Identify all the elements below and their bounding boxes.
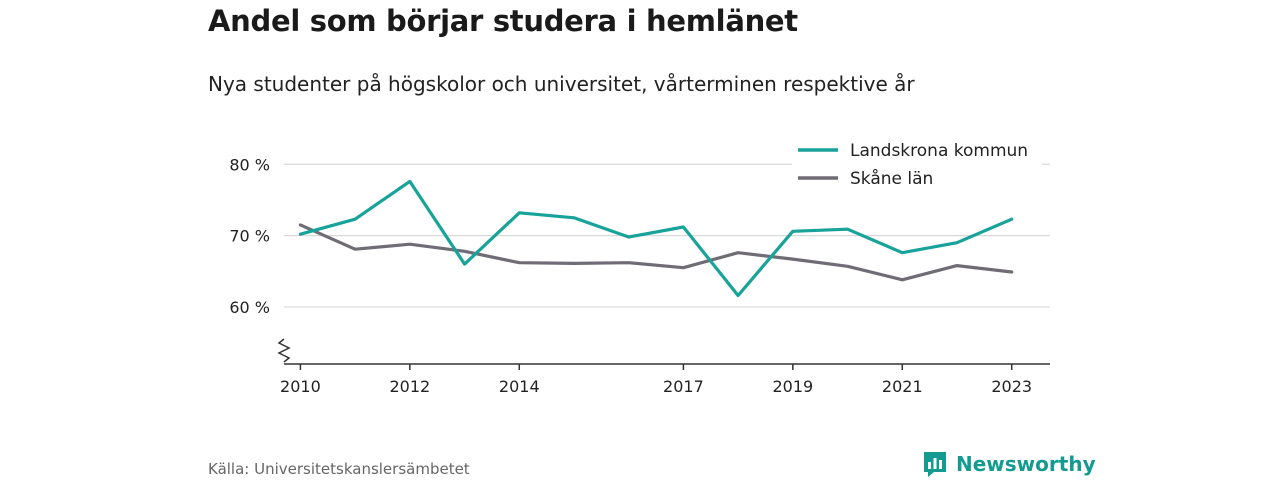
x-tick-label: 2014 [499, 377, 540, 396]
brand-logo: Newsworthy [922, 450, 1096, 478]
x-tick-label: 2017 [663, 377, 704, 396]
legend-label: Skåne län [850, 168, 933, 189]
x-tick-label: 2023 [991, 377, 1032, 396]
legend: Landskrona kommun Skåne län [792, 136, 1042, 189]
series-lines [298, 179, 1014, 298]
legend-label: Landskrona kommun [850, 141, 1028, 161]
y-tick-label: 70 % [229, 227, 270, 246]
line-chart: 60 % 70 % 80 % 2010 2012 2014 2017 2019 2021 2023… [229, 136, 1050, 396]
series-line-0 [298, 179, 1014, 298]
x-tick-label: 2010 [280, 377, 321, 396]
source-note: Källa: Universitetskanslersämbetet [208, 460, 470, 478]
axis-break-icon [277, 338, 291, 363]
x-tick-label: 2021 [882, 377, 923, 396]
y-tick-label: 60 % [229, 298, 270, 317]
series-line-1 [298, 223, 1014, 282]
axes: 60 % 70 % 80 % 2010 2012 2014 2017 2019 2021 2023 [229, 155, 1050, 396]
newsworthy-logo-icon [924, 452, 946, 477]
x-tick-label: 2019 [772, 377, 813, 396]
chart-title: Andel som börjar studera i hemlänet [208, 4, 798, 38]
y-tick-label: 80 % [229, 155, 270, 174]
chart-subtitle: Nya studenter på högskolor och universit… [208, 72, 915, 96]
brand-name: Newsworthy [956, 452, 1096, 476]
x-tick-label: 2012 [389, 377, 430, 396]
